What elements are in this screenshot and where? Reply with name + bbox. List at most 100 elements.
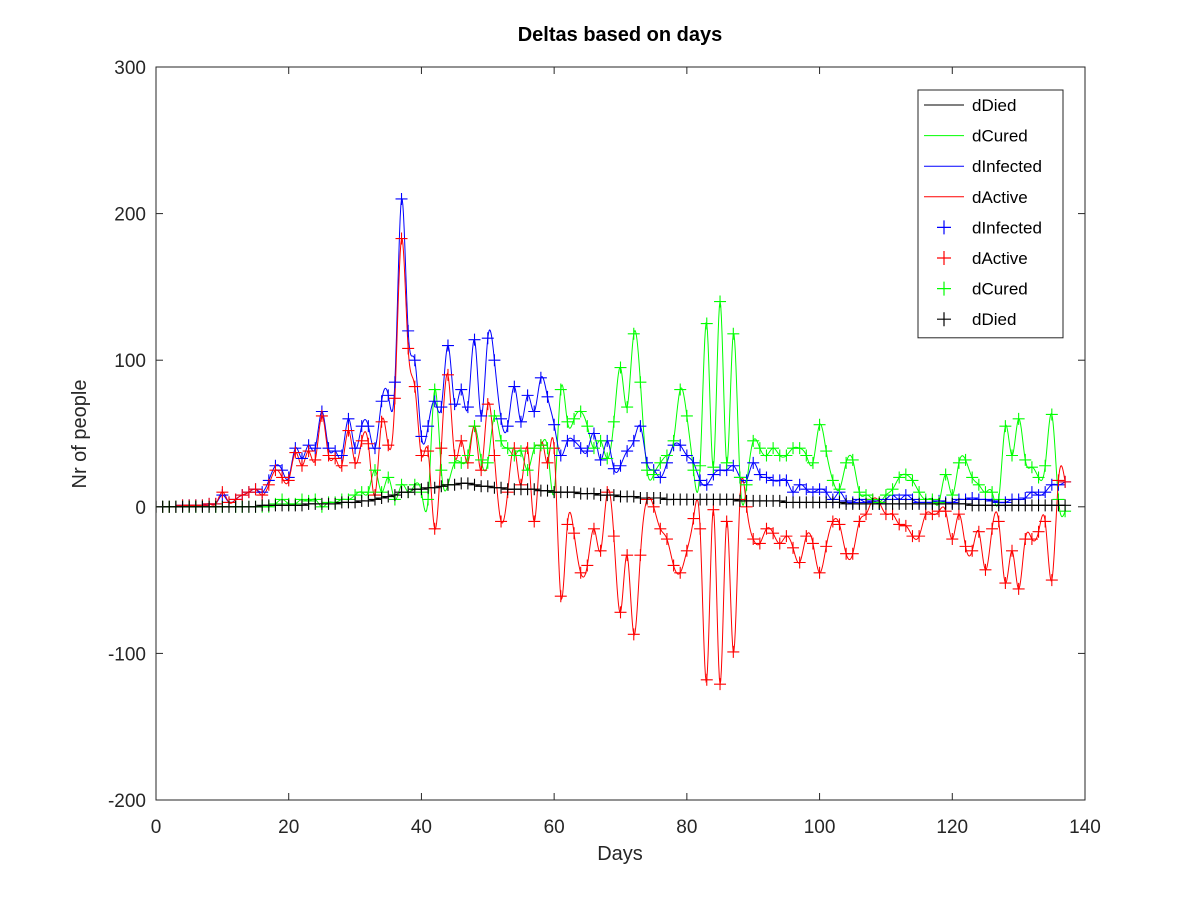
data-point	[780, 449, 793, 462]
data-point	[269, 464, 282, 477]
legend-marker-swatch	[937, 312, 951, 327]
data-point	[216, 486, 229, 499]
data-point	[382, 389, 395, 402]
data-point	[674, 439, 687, 452]
data-point	[335, 449, 348, 462]
data-point	[654, 522, 667, 535]
data-point	[568, 434, 581, 447]
data-point	[826, 515, 839, 528]
data-point	[813, 418, 826, 431]
data-point	[680, 409, 693, 422]
data-point	[468, 478, 481, 491]
data-point	[408, 354, 421, 367]
data-point	[753, 442, 766, 455]
data-point	[528, 483, 541, 496]
data-point	[534, 439, 547, 452]
data-point	[568, 412, 581, 425]
chart-title: Deltas based on days	[518, 24, 723, 46]
legend-label: dInfected	[972, 157, 1042, 176]
data-point	[760, 522, 773, 535]
data-point	[315, 409, 328, 422]
data-point	[853, 515, 866, 528]
data-point	[342, 424, 355, 437]
data-point	[455, 456, 468, 469]
data-point	[242, 486, 255, 499]
data-point	[554, 590, 567, 603]
data-point	[946, 533, 959, 546]
data-point	[455, 434, 468, 447]
data-point	[368, 493, 381, 506]
data-point	[295, 459, 308, 472]
data-point	[601, 452, 614, 465]
data-point	[800, 483, 813, 496]
data-point	[481, 480, 494, 493]
data-point	[422, 445, 435, 458]
data-point	[747, 533, 760, 546]
legend-box	[917, 89, 1064, 339]
legend-label: dCured	[972, 280, 1028, 299]
data-point	[289, 446, 302, 459]
y-tick-label: 200	[114, 205, 146, 226]
data-point	[322, 449, 335, 462]
data-point	[282, 474, 295, 487]
data-point	[700, 478, 713, 491]
data-point	[574, 405, 587, 418]
data-point	[388, 392, 401, 405]
data-point	[641, 464, 654, 477]
data-point	[714, 295, 727, 308]
data-point	[840, 456, 853, 469]
data-point	[893, 518, 906, 531]
data-point	[773, 537, 786, 550]
legend-marker-swatch	[937, 251, 951, 265]
data-point	[747, 434, 760, 447]
data-point	[806, 537, 819, 550]
data-point	[488, 449, 501, 462]
data-point	[256, 489, 269, 502]
x-tick-label: 60	[544, 817, 565, 838]
data-point	[508, 380, 521, 393]
data-point	[654, 456, 667, 469]
data-point	[654, 492, 667, 505]
data-point	[687, 512, 700, 525]
data-point	[448, 478, 461, 491]
data-point	[514, 445, 527, 458]
data-point	[621, 401, 634, 414]
data-point	[495, 412, 508, 425]
data-point	[654, 471, 667, 484]
data-point	[607, 530, 620, 543]
y-tick-label: 300	[114, 58, 146, 79]
data-point	[660, 449, 673, 462]
data-point	[833, 518, 846, 531]
data-point	[667, 559, 680, 572]
data-point	[760, 471, 773, 484]
data-point	[581, 559, 594, 572]
data-point	[913, 530, 926, 543]
data-point	[435, 464, 448, 477]
data-point	[249, 500, 262, 513]
data-point	[302, 445, 315, 458]
data-point	[740, 478, 753, 491]
data-point	[793, 478, 806, 491]
data-point	[767, 527, 780, 540]
legend-label: dInfected	[972, 218, 1042, 237]
data-point	[1012, 412, 1025, 425]
data-point	[607, 462, 620, 475]
data-point	[621, 549, 634, 562]
data-point	[634, 420, 647, 433]
legend-item: dActive	[924, 188, 1028, 207]
data-point	[1039, 486, 1052, 499]
data-point	[959, 540, 972, 553]
x-tick-label: 40	[411, 817, 432, 838]
data-point	[488, 409, 501, 422]
data-point	[362, 494, 375, 507]
data-point	[674, 566, 687, 579]
data-point	[422, 420, 435, 433]
data-point	[501, 420, 514, 433]
data-point	[528, 405, 541, 418]
data-point	[501, 442, 514, 455]
y-axis-label: Nr of people	[69, 380, 91, 489]
x-tick-label: 100	[804, 817, 836, 838]
data-point	[508, 449, 521, 462]
data-point	[747, 456, 760, 469]
data-point	[362, 420, 375, 433]
